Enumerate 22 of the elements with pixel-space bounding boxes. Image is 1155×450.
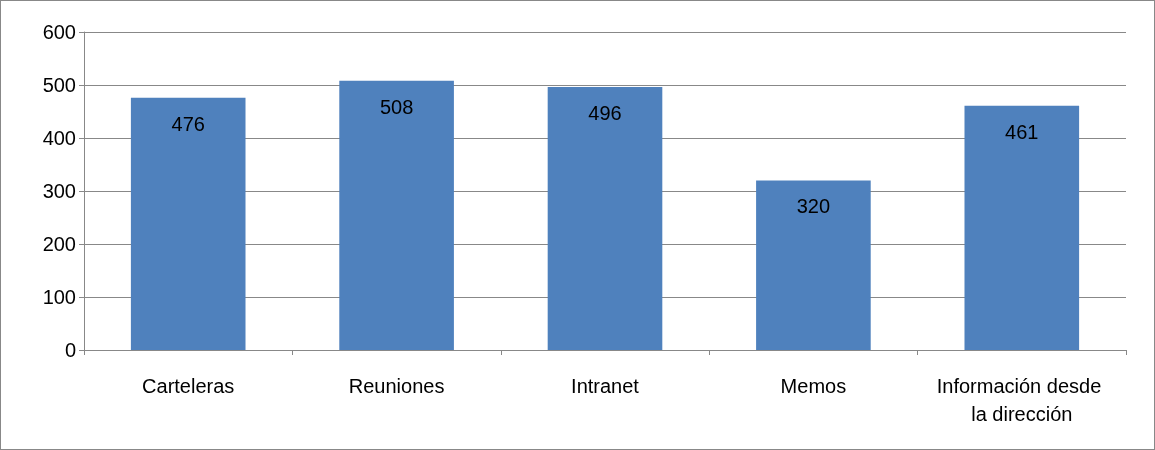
- data-label: 476: [171, 112, 205, 135]
- bar: [339, 80, 454, 350]
- x-tick-label: Reuniones: [348, 375, 445, 397]
- data-label: 508: [379, 95, 414, 118]
- x-tick-label: Intranet: [571, 375, 640, 397]
- x-tick-label: Información desde la dirección: [936, 375, 1107, 425]
- y-tick-label: 0: [64, 339, 76, 361]
- y-tick-label: 400: [42, 127, 76, 149]
- bar: [130, 97, 246, 350]
- y-tick-label: 600: [42, 21, 76, 43]
- x-tick-label: Carteleras: [142, 375, 235, 397]
- bar: [756, 180, 871, 350]
- y-tick-label: 100: [42, 286, 76, 308]
- y-tick-label: 300: [42, 180, 76, 202]
- data-label: 496: [588, 102, 622, 125]
- data-label: 461: [1005, 120, 1039, 143]
- y-tick-label: 200: [42, 233, 76, 255]
- data-label: 320: [796, 195, 831, 218]
- bar: [547, 87, 663, 350]
- x-tick-label: Memos: [780, 375, 847, 397]
- bar: [964, 105, 1080, 350]
- y-tick-label: 500: [42, 74, 76, 96]
